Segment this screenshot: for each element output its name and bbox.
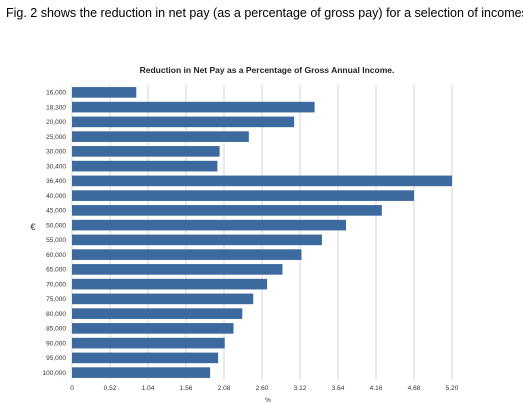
- y-tick-label: 95,000: [46, 355, 66, 362]
- x-axis-label: %: [265, 397, 271, 403]
- chart-title: Reduction in Net Pay as a Percentage of …: [140, 65, 395, 75]
- bar: [72, 352, 219, 364]
- y-axis-label: €: [30, 222, 35, 232]
- bar: [72, 264, 283, 275]
- x-tick-label: 3.12: [294, 385, 307, 392]
- bar: [72, 87, 137, 98]
- y-tick-label: 30,000: [46, 149, 66, 156]
- y-tick-label: 70,000: [46, 281, 66, 288]
- x-tick-label: 5.20: [446, 385, 459, 392]
- x-tick-label: 4.16: [370, 385, 383, 392]
- bar: [72, 175, 452, 187]
- bar: [72, 323, 234, 334]
- x-tick-label: 1.04: [142, 385, 155, 392]
- y-tick-label: 40,000: [46, 193, 66, 200]
- x-tick-label: 2.60: [256, 385, 269, 392]
- y-tick-label: 100,000: [43, 370, 67, 377]
- bar: [72, 293, 254, 305]
- bar: [72, 205, 382, 216]
- figure-caption: Fig. 2 shows the reduction in net pay (a…: [6, 6, 523, 20]
- bar: [72, 308, 243, 319]
- y-tick-label: 75,000: [46, 296, 66, 303]
- y-tick-label: 60,000: [46, 252, 66, 259]
- bar: [72, 337, 225, 349]
- x-tick-label: 0: [70, 385, 74, 392]
- bar: [72, 101, 315, 113]
- y-tick-label: 90,000: [46, 340, 66, 347]
- y-tick-label: 20,000: [46, 119, 66, 126]
- y-tick-label: 80,000: [46, 311, 66, 318]
- x-tick-label: 4.68: [408, 385, 421, 392]
- bar: [72, 131, 249, 142]
- y-tick-label: 85,000: [46, 326, 66, 333]
- y-tick-label: 45,000: [46, 208, 66, 215]
- x-tick-label: 3.64: [332, 385, 345, 392]
- y-tick-label: 16,000: [46, 90, 66, 97]
- y-tick-label: 18,300: [46, 104, 66, 111]
- bar: [72, 116, 295, 128]
- y-tick-label: 25,000: [46, 134, 66, 141]
- x-tick-label: 0.52: [104, 385, 117, 392]
- y-tick-label: 65,000: [46, 267, 66, 274]
- bar: [72, 146, 220, 157]
- bar: [72, 278, 268, 290]
- x-tick-label: 1.56: [180, 385, 193, 392]
- y-tick-label: 50,000: [46, 222, 66, 229]
- bar: [72, 190, 414, 201]
- y-tick-label: 30,400: [46, 163, 66, 170]
- bar: [72, 367, 211, 378]
- bar: [72, 160, 218, 172]
- y-tick-label: 55,000: [46, 237, 66, 244]
- bar: [72, 249, 302, 260]
- bar: [72, 234, 322, 246]
- bar: [72, 219, 347, 231]
- y-tick-label: 36,400: [46, 178, 66, 185]
- x-tick-label: 2.08: [218, 385, 231, 392]
